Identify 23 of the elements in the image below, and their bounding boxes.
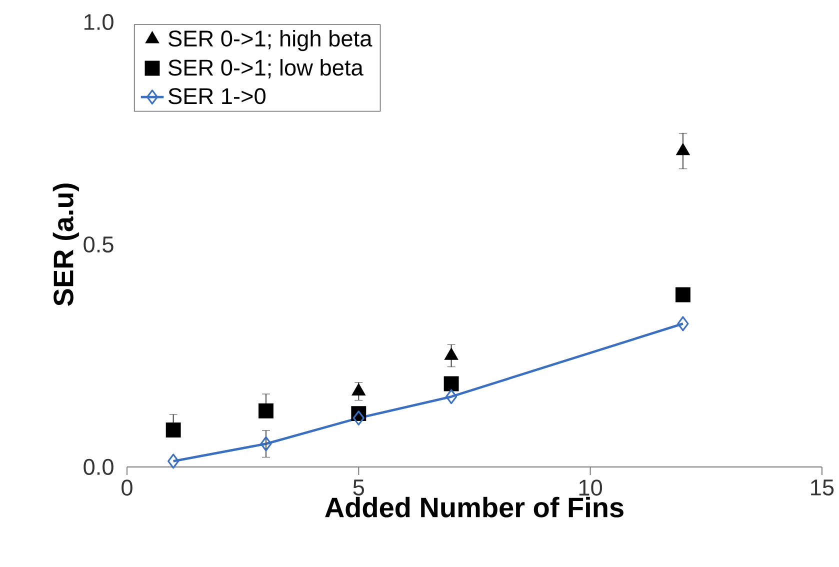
y-tick-label: 0.5 [84, 236, 114, 253]
x-tick-label: 15 [811, 480, 834, 496]
legend-label: SER 0->1; low beta [168, 59, 364, 78]
point [677, 316, 689, 332]
legend-label: SER 0->1; high beta [168, 30, 372, 52]
point [260, 436, 272, 452]
point [675, 287, 690, 302]
point [444, 348, 458, 360]
point [352, 410, 364, 426]
legend-label: SER 1->0 [168, 88, 266, 104]
point [446, 389, 458, 404]
x-tick-label: 5 [353, 480, 364, 496]
point [676, 144, 690, 156]
x-axis-title: Added Number of Fins [325, 496, 624, 518]
point [168, 454, 180, 469]
x-tick-label: 0 [122, 480, 132, 496]
point [444, 376, 459, 392]
point [258, 403, 274, 418]
y-tick-label: 1.0 [84, 14, 114, 30]
point [166, 422, 181, 438]
x-tick-label: 10 [579, 480, 602, 496]
y-axis-title: SER (a.u) [52, 184, 79, 306]
y-tick-label: 0.0 [84, 458, 114, 476]
